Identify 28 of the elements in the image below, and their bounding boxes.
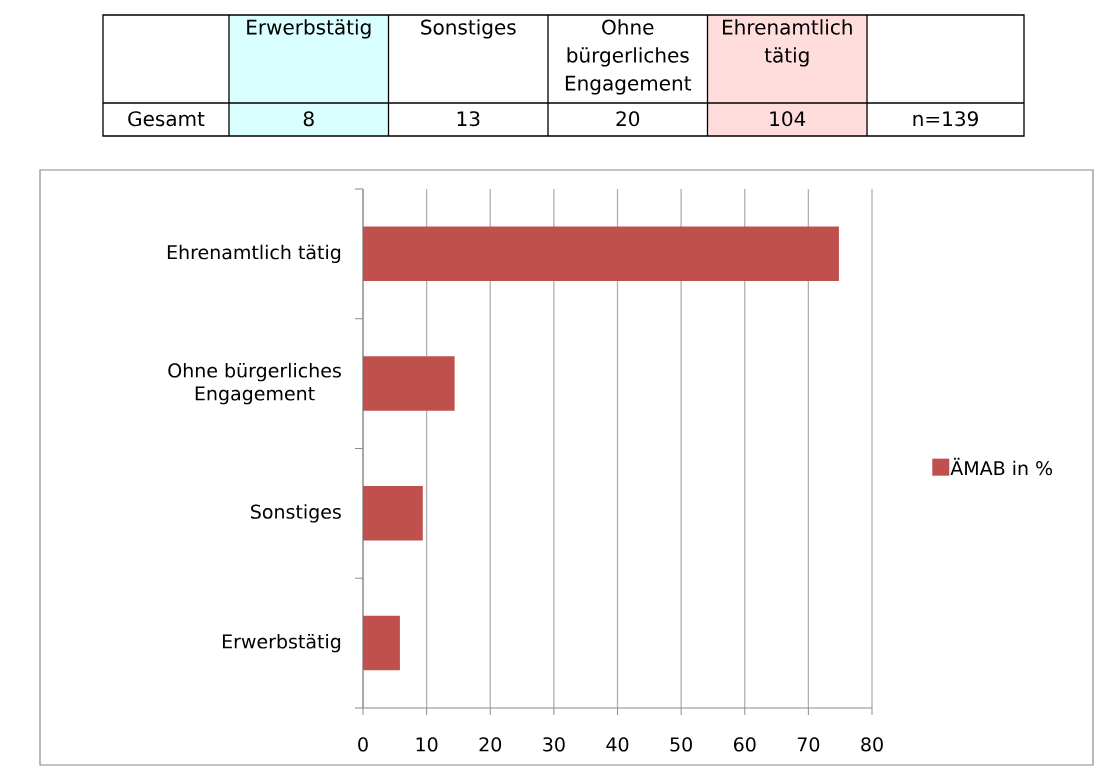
- x-tick-label: 0: [358, 737, 368, 752]
- text: n=139: [913, 111, 978, 127]
- x-tick-label: 10: [416, 737, 438, 752]
- bar: [363, 226, 839, 282]
- data-label: 20: [616, 111, 640, 127]
- x-tick-label: 30: [543, 737, 565, 752]
- x-tick-label: 80: [861, 737, 883, 752]
- category-label: Sonstiges: [421, 19, 516, 39]
- text: Gesamt: [128, 111, 205, 127]
- bar: [363, 356, 455, 411]
- data-label: 8: [303, 111, 314, 127]
- y-tick-label: Ohne bürgerliches Engagement: [168, 362, 341, 405]
- y-tick-label: Erwerbstätig: [222, 633, 341, 653]
- category-label: Ehrenamtlich tätig: [723, 19, 852, 67]
- y-tick-label: Sonstiges: [251, 504, 341, 523]
- category-label: Ohne bürgerliches Engagement: [565, 19, 692, 95]
- bar: [363, 486, 423, 541]
- y-tick-label: Ehrenamtlich tätig: [167, 244, 341, 264]
- x-tick-label: 50: [670, 737, 692, 752]
- category-label: Erwerbstätig: [247, 19, 371, 39]
- data-label: 104: [770, 111, 806, 127]
- x-tick-label: 20: [479, 737, 502, 752]
- x-tick-label: 70: [797, 737, 820, 752]
- x-tick-label: 60: [733, 737, 756, 752]
- legend-label: ÄMAB in %: [950, 457, 1053, 476]
- bar: [363, 615, 400, 671]
- data-label: 13: [457, 111, 480, 127]
- x-tick-label: 40: [606, 737, 629, 752]
